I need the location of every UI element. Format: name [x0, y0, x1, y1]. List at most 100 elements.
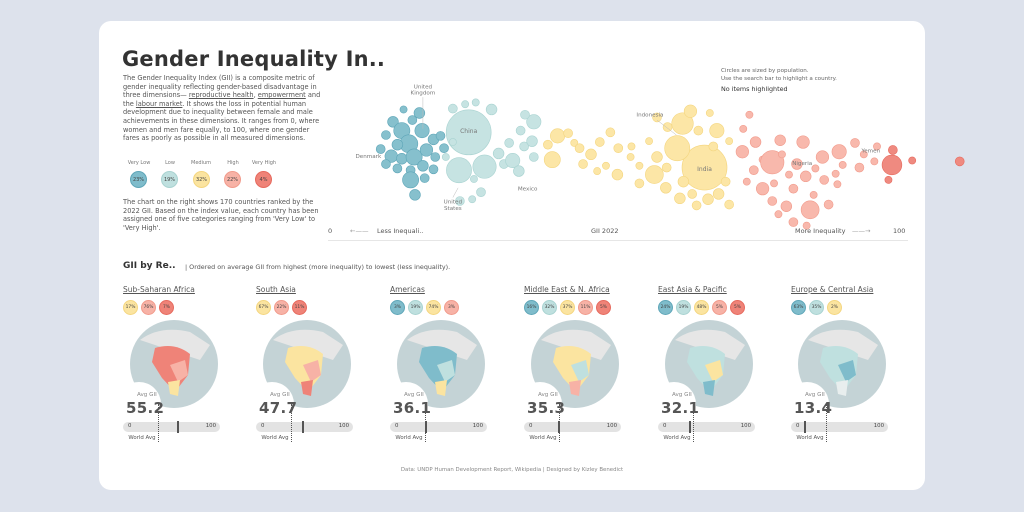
region-map[interactable] [263, 320, 351, 408]
country-bubble[interactable] [461, 100, 470, 109]
legend-dot-very-high[interactable]: 4% [255, 171, 272, 188]
country-bubble[interactable] [413, 107, 426, 119]
country-bubble[interactable] [687, 189, 698, 199]
share-dot-med[interactable]: 67% [256, 300, 271, 315]
country-bubble[interactable] [691, 200, 702, 211]
country-bubble[interactable] [439, 143, 449, 153]
country-bubble[interactable] [627, 142, 636, 151]
country-bubble[interactable] [831, 144, 847, 160]
share-dot-vhigh[interactable]: 11% [292, 300, 307, 315]
country-bubble[interactable] [660, 182, 672, 194]
country-bubble[interactable] [815, 150, 830, 164]
legend-dot-very-low[interactable]: 23% [130, 171, 147, 188]
country-bubble[interactable] [662, 122, 673, 132]
region-name-link[interactable]: Middle East & N. Africa [524, 285, 610, 294]
share-dot-low[interactable]: 32% [542, 300, 557, 315]
share-dot-vhigh[interactable]: 7% [159, 300, 174, 315]
country-bubble[interactable] [651, 151, 663, 163]
country-bubble[interactable] [435, 131, 446, 141]
share-dot-high[interactable]: 3% [444, 300, 459, 315]
legend-dot-high[interactable]: 22% [224, 171, 241, 188]
country-bubble[interactable] [749, 136, 762, 148]
country-bubble[interactable] [414, 123, 430, 139]
country-bubble[interactable] [745, 110, 754, 119]
share-dot-high[interactable]: 5% [712, 300, 727, 315]
country-bubble[interactable] [407, 115, 418, 125]
country-bubble[interactable] [748, 165, 759, 175]
country-bubble[interactable] [774, 210, 783, 219]
country-bubble[interactable] [854, 162, 865, 173]
country-bubble[interactable] [613, 143, 624, 153]
country-bubble[interactable] [796, 135, 810, 149]
country-bubble[interactable] [574, 143, 585, 153]
country-bubble[interactable] [712, 188, 725, 200]
country-bubble[interactable] [850, 138, 860, 148]
country-bubble[interactable] [381, 159, 391, 169]
country-bubble[interactable] [504, 138, 514, 148]
country-bubble[interactable] [526, 135, 538, 147]
country-bubble[interactable] [645, 165, 664, 184]
country-bubble[interactable] [430, 152, 441, 162]
country-bubble[interactable] [652, 112, 662, 123]
country-bubble[interactable] [725, 137, 734, 146]
country-bubble[interactable] [884, 175, 893, 184]
country-bubble[interactable] [428, 164, 439, 175]
country-bubble[interactable] [954, 156, 965, 167]
share-dot-med[interactable]: 17% [123, 300, 138, 315]
country-bubble[interactable] [529, 152, 539, 162]
link-labour-market[interactable]: labour market [135, 99, 183, 108]
country-bubble[interactable] [823, 199, 834, 210]
country-bubble[interactable] [585, 148, 597, 161]
country-bubble[interactable] [724, 199, 734, 210]
country-bubble[interactable] [774, 134, 786, 146]
country-bubble[interactable] [635, 161, 644, 170]
country-bubble[interactable] [543, 151, 561, 169]
country-bubble[interactable] [674, 192, 686, 205]
legend-dot-low[interactable]: 19% [161, 171, 178, 188]
country-bubble[interactable] [626, 153, 635, 161]
country-bubble[interactable] [661, 162, 672, 173]
share-dot-vlow[interactable]: 24% [658, 300, 673, 315]
country-bubble[interactable] [677, 175, 690, 188]
country-bubble[interactable] [470, 175, 478, 183]
country-bubble[interactable] [838, 161, 847, 169]
country-bubble[interactable] [409, 189, 421, 201]
country-bubble[interactable] [788, 183, 799, 194]
country-bubble[interactable] [800, 170, 812, 183]
country-bubble[interactable] [513, 165, 525, 177]
country-bubble[interactable] [605, 127, 616, 138]
country-bubble[interactable] [873, 142, 881, 151]
legend-dot-medium[interactable]: 32% [193, 171, 210, 188]
country-bubble[interactable] [468, 195, 477, 204]
country-bubble[interactable] [446, 157, 472, 184]
country-bubble[interactable] [683, 104, 698, 118]
share-dot-vhigh[interactable]: 5% [730, 300, 745, 315]
country-bubble[interactable] [870, 157, 879, 166]
country-bubble[interactable] [563, 128, 573, 139]
country-bubble[interactable] [391, 138, 404, 151]
country-bubble[interactable] [800, 200, 820, 220]
country-bubble[interactable] [709, 123, 725, 139]
country-bubble[interactable] [578, 159, 588, 169]
share-dot-med[interactable]: 48% [694, 300, 709, 315]
country-bubble[interactable] [767, 196, 778, 206]
share-dot-high[interactable]: 11% [578, 300, 593, 315]
country-bubble[interactable] [381, 130, 391, 140]
country-bubble[interactable] [520, 109, 530, 120]
country-bubble[interactable] [708, 141, 719, 152]
country-bubble[interactable] [471, 98, 480, 107]
country-bubble[interactable] [441, 153, 450, 161]
country-bubble[interactable] [735, 145, 749, 159]
share-dot-med[interactable]: 37% [560, 300, 575, 315]
country-bubble[interactable] [472, 154, 497, 179]
country-bubble[interactable] [419, 173, 430, 183]
country-bubble[interactable] [595, 137, 605, 147]
country-bubble[interactable] [831, 169, 840, 178]
country-bubble[interactable] [593, 167, 602, 175]
country-bubble[interactable] [693, 125, 704, 136]
country-bubble[interactable] [570, 139, 579, 147]
country-bubble[interactable] [405, 148, 423, 166]
share-dot-med[interactable]: 2% [827, 300, 842, 315]
country-bubble[interactable] [785, 170, 793, 179]
country-bubble[interactable] [543, 139, 553, 150]
